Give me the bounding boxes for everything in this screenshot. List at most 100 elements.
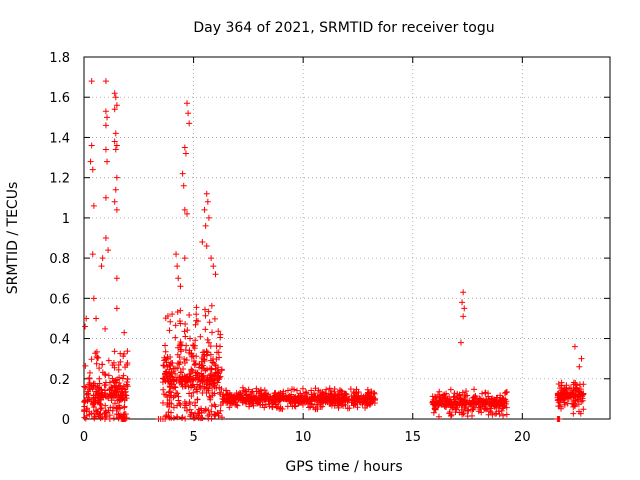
data-point <box>90 295 97 302</box>
data-point <box>117 358 124 365</box>
data-point <box>183 407 190 414</box>
data-point <box>88 410 95 417</box>
data-point <box>109 375 116 382</box>
data-point <box>195 413 202 420</box>
data-point <box>208 402 215 409</box>
data-point <box>199 349 206 356</box>
data-point <box>167 318 174 325</box>
data-point <box>112 186 119 193</box>
y-tick-label: 1.6 <box>49 91 70 106</box>
data-point <box>102 379 109 386</box>
data-point <box>96 375 103 382</box>
data-point <box>319 390 326 397</box>
data-point <box>208 366 215 373</box>
data-point <box>206 393 213 400</box>
data-point <box>165 389 172 396</box>
data-point <box>253 395 260 402</box>
data-point <box>82 384 89 391</box>
data-point <box>119 385 126 392</box>
data-point <box>93 315 100 322</box>
data-point <box>202 407 209 414</box>
data-point <box>236 394 243 401</box>
data-point <box>451 390 458 397</box>
data-point <box>184 100 191 107</box>
data-point <box>261 404 268 411</box>
data-point <box>187 373 194 380</box>
data-point <box>111 387 118 394</box>
data-point <box>246 403 253 410</box>
data-point <box>444 399 451 406</box>
data-point <box>203 190 210 197</box>
data-point <box>479 398 486 405</box>
data-point <box>102 407 109 414</box>
data-point <box>88 78 95 85</box>
data-point <box>170 365 177 372</box>
data-point <box>208 302 215 309</box>
data-point <box>365 389 372 396</box>
data-point <box>199 239 206 246</box>
data-point <box>169 311 176 318</box>
data-point <box>165 355 172 362</box>
data-point <box>249 388 256 395</box>
data-point <box>162 348 169 355</box>
data-point <box>181 328 188 335</box>
data-point <box>215 376 222 383</box>
data-point <box>89 251 96 258</box>
data-point <box>102 122 109 129</box>
data-point <box>177 283 184 290</box>
data-point <box>167 384 174 391</box>
data-point <box>99 361 106 368</box>
data-point <box>354 404 361 411</box>
data-point <box>457 339 464 346</box>
data-point <box>279 392 286 399</box>
data-point <box>166 327 173 334</box>
data-point <box>300 392 307 399</box>
data-point <box>573 386 580 393</box>
data-point <box>192 361 199 368</box>
data-points <box>81 78 587 422</box>
data-point <box>328 399 335 406</box>
data-point <box>174 309 181 316</box>
data-point <box>181 206 188 213</box>
data-point <box>339 388 346 395</box>
data-point <box>212 365 219 372</box>
data-point <box>334 402 341 409</box>
data-point <box>112 94 119 101</box>
data-point <box>355 394 362 401</box>
data-point <box>459 299 466 306</box>
data-point <box>170 404 177 411</box>
data-point <box>275 401 282 408</box>
data-point <box>576 408 583 415</box>
data-point <box>164 312 171 319</box>
grid-lines <box>84 57 610 419</box>
data-point <box>181 399 188 406</box>
data-point <box>208 415 215 422</box>
data-point <box>111 90 118 97</box>
data-point <box>479 390 486 397</box>
data-point <box>101 391 108 398</box>
data-point <box>430 409 437 416</box>
data-point <box>87 386 94 393</box>
data-point <box>262 401 269 408</box>
data-point <box>295 400 302 407</box>
data-point <box>347 386 354 393</box>
data-point <box>284 403 291 410</box>
data-point <box>453 404 460 411</box>
plot-frame <box>83 56 611 420</box>
data-point <box>82 362 89 369</box>
data-point <box>116 374 123 381</box>
data-point <box>105 372 112 379</box>
data-point <box>121 404 128 411</box>
data-point <box>201 357 208 364</box>
data-point <box>160 386 167 393</box>
data-point <box>570 410 577 417</box>
data-point <box>194 396 201 403</box>
data-point <box>571 400 578 407</box>
data-point <box>280 388 287 395</box>
data-point <box>276 396 283 403</box>
data-point <box>238 394 245 401</box>
data-point <box>350 402 357 409</box>
data-point <box>233 389 240 396</box>
data-point <box>162 342 169 349</box>
